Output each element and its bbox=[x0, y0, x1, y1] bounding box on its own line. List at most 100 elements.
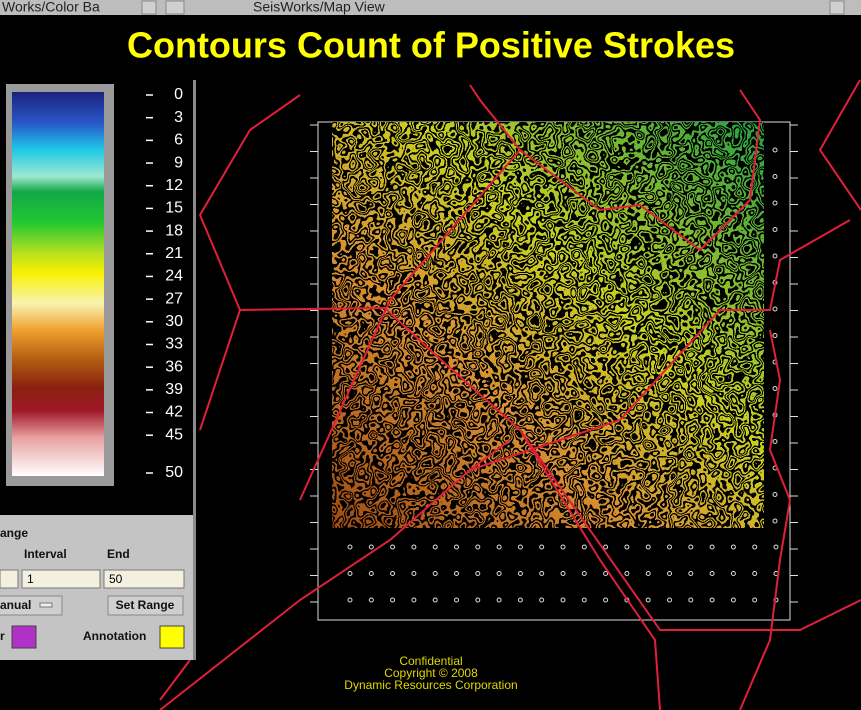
footer-line: Confidential bbox=[399, 654, 462, 668]
dot bbox=[688, 571, 694, 576]
dot bbox=[411, 597, 417, 603]
title-bar bbox=[0, 0, 861, 15]
dot bbox=[539, 544, 545, 550]
slide-title: Contours Count of Positive Strokes bbox=[127, 25, 735, 66]
dot bbox=[645, 597, 651, 603]
input-value: 1 bbox=[27, 572, 34, 586]
dot bbox=[624, 571, 630, 576]
dot bbox=[368, 571, 374, 576]
dot bbox=[390, 571, 396, 576]
dot bbox=[772, 386, 778, 391]
dot bbox=[390, 544, 396, 550]
range-panel: ange Interval End 1 50 anual Set Range r… bbox=[0, 515, 193, 660]
dot bbox=[709, 571, 715, 576]
dot bbox=[454, 544, 459, 550]
dot bbox=[560, 597, 566, 603]
button-label: Set Range bbox=[116, 598, 175, 612]
dot bbox=[517, 571, 523, 576]
dot bbox=[752, 544, 758, 550]
dot bbox=[368, 597, 374, 603]
input[interactable] bbox=[103, 569, 185, 589]
dot bbox=[645, 544, 651, 550]
dot bbox=[688, 597, 694, 603]
menu-indicator bbox=[39, 602, 53, 608]
dot bbox=[772, 147, 778, 153]
dot bbox=[390, 597, 396, 603]
dot bbox=[581, 571, 587, 576]
button[interactable] bbox=[107, 595, 184, 616]
dot bbox=[752, 571, 758, 576]
tick-label: 15 bbox=[165, 200, 183, 217]
window-title: Works/Color Ba bbox=[2, 0, 100, 15]
dot bbox=[581, 597, 587, 603]
tick-label: 21 bbox=[165, 245, 183, 262]
dot bbox=[667, 597, 672, 603]
dot bbox=[539, 571, 545, 576]
dot bbox=[581, 544, 587, 550]
map bbox=[159, 79, 861, 710]
dot bbox=[368, 544, 374, 550]
county-lines bbox=[159, 79, 861, 710]
dot bbox=[347, 597, 353, 603]
window-button[interactable] bbox=[829, 0, 845, 15]
dot bbox=[560, 544, 566, 550]
tick-label: 12 bbox=[165, 177, 183, 194]
window-button[interactable] bbox=[141, 0, 157, 15]
tick-label: 9 bbox=[174, 154, 183, 171]
dot bbox=[772, 174, 778, 179]
dot bbox=[730, 571, 736, 576]
dot bbox=[517, 544, 523, 550]
dot bbox=[603, 597, 609, 603]
tick-label: 33 bbox=[165, 336, 183, 353]
dot bbox=[772, 492, 778, 497]
dot bbox=[772, 227, 778, 232]
dot bbox=[560, 571, 566, 576]
dot bbox=[432, 571, 438, 576]
tick-label: 0 bbox=[174, 86, 183, 103]
footer-line: Copyright © 2008 bbox=[384, 666, 478, 680]
dot bbox=[603, 544, 609, 550]
well-dots bbox=[310, 124, 798, 603]
dot bbox=[475, 544, 481, 550]
tick-label: 39 bbox=[165, 381, 183, 398]
tick-label: 6 bbox=[174, 132, 183, 149]
window-title: SeisWorks/Map View bbox=[253, 0, 386, 15]
color-swatch[interactable] bbox=[11, 625, 37, 649]
dot bbox=[432, 597, 438, 603]
window-button[interactable] bbox=[165, 0, 185, 15]
tick-label: 50 bbox=[165, 464, 183, 481]
input[interactable] bbox=[21, 569, 101, 589]
option-menu[interactable] bbox=[0, 595, 63, 616]
dot bbox=[667, 571, 672, 576]
dot bbox=[624, 544, 630, 550]
panel-edge bbox=[193, 80, 196, 660]
dot bbox=[475, 571, 481, 576]
dot bbox=[730, 597, 736, 603]
label: End bbox=[107, 547, 130, 561]
dot bbox=[475, 597, 481, 603]
dot bbox=[667, 544, 672, 550]
dot bbox=[773, 544, 779, 550]
dot bbox=[454, 571, 459, 576]
dot bbox=[603, 571, 609, 576]
color-swatch[interactable] bbox=[159, 625, 185, 649]
color-bar bbox=[12, 92, 104, 476]
dot bbox=[709, 544, 715, 550]
dot bbox=[496, 571, 502, 576]
tick-label: 42 bbox=[165, 404, 183, 421]
dot bbox=[454, 597, 459, 603]
dot bbox=[709, 597, 715, 603]
dot bbox=[752, 597, 758, 603]
input[interactable] bbox=[0, 569, 19, 589]
dot bbox=[772, 253, 778, 259]
dot bbox=[517, 597, 523, 603]
tick-label: 30 bbox=[165, 313, 183, 330]
tick-label: 3 bbox=[174, 109, 183, 126]
dot bbox=[347, 571, 353, 576]
dot bbox=[539, 597, 545, 603]
label: r bbox=[0, 629, 5, 643]
dot bbox=[772, 306, 778, 312]
dot bbox=[772, 333, 778, 338]
dot bbox=[772, 439, 778, 444]
